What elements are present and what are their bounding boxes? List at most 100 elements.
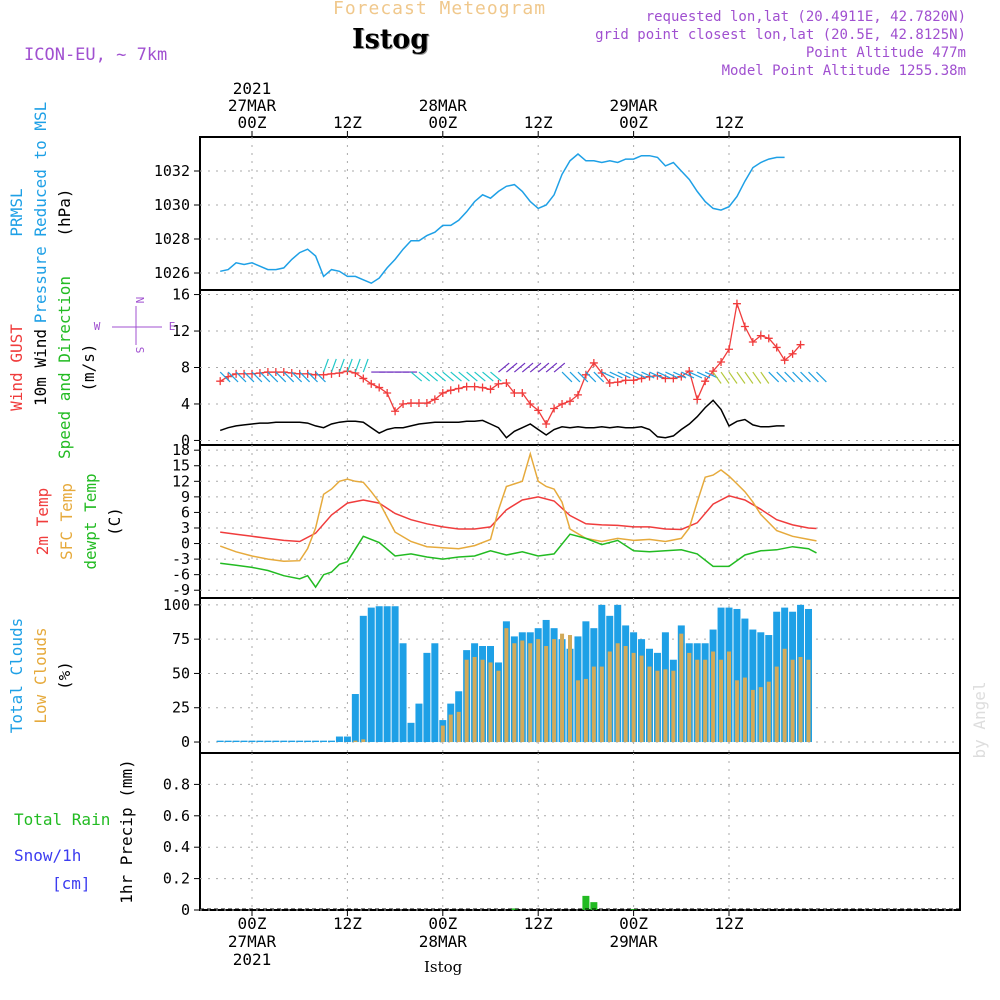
wind-direction-arrow — [712, 371, 722, 384]
low-cloud-bar — [488, 662, 493, 743]
pressure-axis-label: PRMSL — [7, 188, 26, 236]
low-cloud-bar — [639, 655, 644, 743]
gust-marker — [629, 376, 638, 385]
info-gridpoint: grid point closest lon,lat (20.5E, 42.81… — [595, 27, 966, 43]
ytick-label-wind: 12 — [172, 322, 190, 340]
ytick-label-precip: 0.8 — [163, 775, 190, 793]
temp-axis-label: 2m Temp — [33, 488, 52, 555]
low-cloud-bar — [766, 681, 771, 743]
wind-direction-arrow — [657, 371, 671, 379]
wind-direction-arrow — [760, 371, 770, 384]
wind-direction-arrow — [521, 362, 534, 373]
panel-frame-pressure — [199, 136, 961, 291]
gust-marker — [796, 340, 805, 349]
gust-marker — [573, 390, 582, 399]
footer-station: Istog — [424, 958, 463, 976]
gust-marker — [518, 389, 527, 398]
low-cloud-bar — [782, 648, 787, 743]
low-cloud-bar — [575, 680, 580, 743]
gust-marker — [526, 399, 535, 408]
ytick-label-temperature: 9 — [181, 488, 190, 506]
wind-direction-arrow — [696, 371, 711, 379]
total-cloud-bar — [224, 740, 232, 743]
wind-direction-arrow — [569, 371, 581, 383]
low-cloud-bar — [798, 656, 803, 743]
total-cloud-bar — [399, 643, 407, 743]
compass-west: W — [94, 320, 101, 333]
pressure-axis-label: Pressure Reduced to MSL — [31, 102, 50, 324]
ytick-label-clouds: 25 — [172, 699, 190, 717]
gust-marker — [255, 368, 264, 377]
wind-direction-arrow — [800, 371, 811, 383]
low-cloud-bar — [599, 666, 604, 743]
wind-direction-arrow — [816, 371, 827, 383]
wind-direction-arrow — [418, 371, 431, 382]
wind-direction-arrow — [776, 371, 788, 383]
wind-direction-arrow — [744, 371, 754, 384]
time-label-bottom: 00Z — [428, 914, 457, 933]
wind-direction-arrow — [513, 362, 526, 373]
wind-direction-arrow — [736, 371, 746, 384]
low-cloud-bar — [583, 678, 588, 743]
low-cloud-bar — [687, 652, 692, 743]
low-cloud-bar — [353, 740, 358, 743]
wind-direction-arrow — [537, 362, 550, 373]
gust-marker — [772, 343, 781, 352]
temp-axis-label: (C) — [105, 507, 124, 536]
gust-marker — [422, 399, 431, 408]
wind-direction-arrow — [338, 358, 345, 373]
gust-marker — [494, 379, 503, 388]
ytick-label-wind: 4 — [181, 395, 190, 413]
t2m-line — [220, 495, 817, 543]
gust-marker — [756, 331, 765, 340]
total-cloud-bar — [232, 740, 240, 743]
ytick-label-precip: 0.2 — [163, 870, 190, 888]
ytick-label-precip: 0.4 — [163, 838, 190, 856]
gust-marker — [351, 368, 360, 377]
temp-axis-label: dewpt Temp — [81, 473, 100, 569]
total-cloud-bar — [248, 740, 256, 743]
gust-marker — [383, 389, 392, 398]
wind-axis-label: Speed and Direction — [55, 276, 74, 459]
wind-direction-arrow — [681, 371, 695, 379]
wind-direction-arrow — [792, 371, 803, 383]
low-cloud-bar — [679, 633, 684, 743]
total-rain-label: Total Rain — [14, 810, 110, 829]
low-cloud-bar — [615, 643, 620, 743]
rain-bar — [590, 902, 598, 910]
total-cloud-bar — [312, 740, 320, 743]
ytick-label-clouds: 75 — [172, 630, 190, 648]
total-cloud-bar — [343, 736, 351, 743]
wind-direction-arrow — [315, 371, 326, 383]
wind-direction-arrow — [617, 371, 631, 379]
total-cloud-bar — [304, 740, 312, 743]
gust-marker — [709, 367, 718, 376]
low-cloud-bar — [528, 643, 533, 743]
ytick-label-wind: 16 — [172, 286, 190, 304]
wind-direction-arrow — [434, 371, 446, 382]
wind-direction-arrow — [752, 371, 762, 384]
gust-marker — [335, 368, 344, 377]
gust-marker — [375, 383, 384, 392]
low-cloud-bar — [734, 680, 739, 743]
wind-direction-arrow — [720, 371, 730, 384]
low-cloud-bar — [663, 669, 668, 743]
ytick-label-precip: 0 — [181, 901, 190, 919]
gust-marker — [391, 407, 400, 416]
wind-direction-arrow — [346, 358, 353, 373]
time-label-top: 2021 — [233, 79, 272, 98]
low-cloud-bar — [504, 628, 509, 743]
wind-direction-arrow — [275, 371, 287, 383]
model-label: ICON-EU, ~ 7km — [24, 45, 168, 65]
gust-marker — [454, 384, 463, 393]
ytick-label-temperature: 3 — [181, 519, 190, 537]
ytick-label-clouds: 50 — [172, 664, 190, 682]
low-cloud-bar — [790, 659, 795, 743]
total-cloud-bar — [296, 740, 304, 743]
time-label-bottom: 28MAR — [419, 932, 468, 951]
gust-marker — [740, 322, 749, 331]
wind-direction-arrow — [577, 371, 589, 383]
wind-direction-arrow — [291, 371, 303, 383]
clouds-axis-label: (%) — [55, 661, 74, 690]
time-label-top: 12Z — [333, 113, 362, 132]
